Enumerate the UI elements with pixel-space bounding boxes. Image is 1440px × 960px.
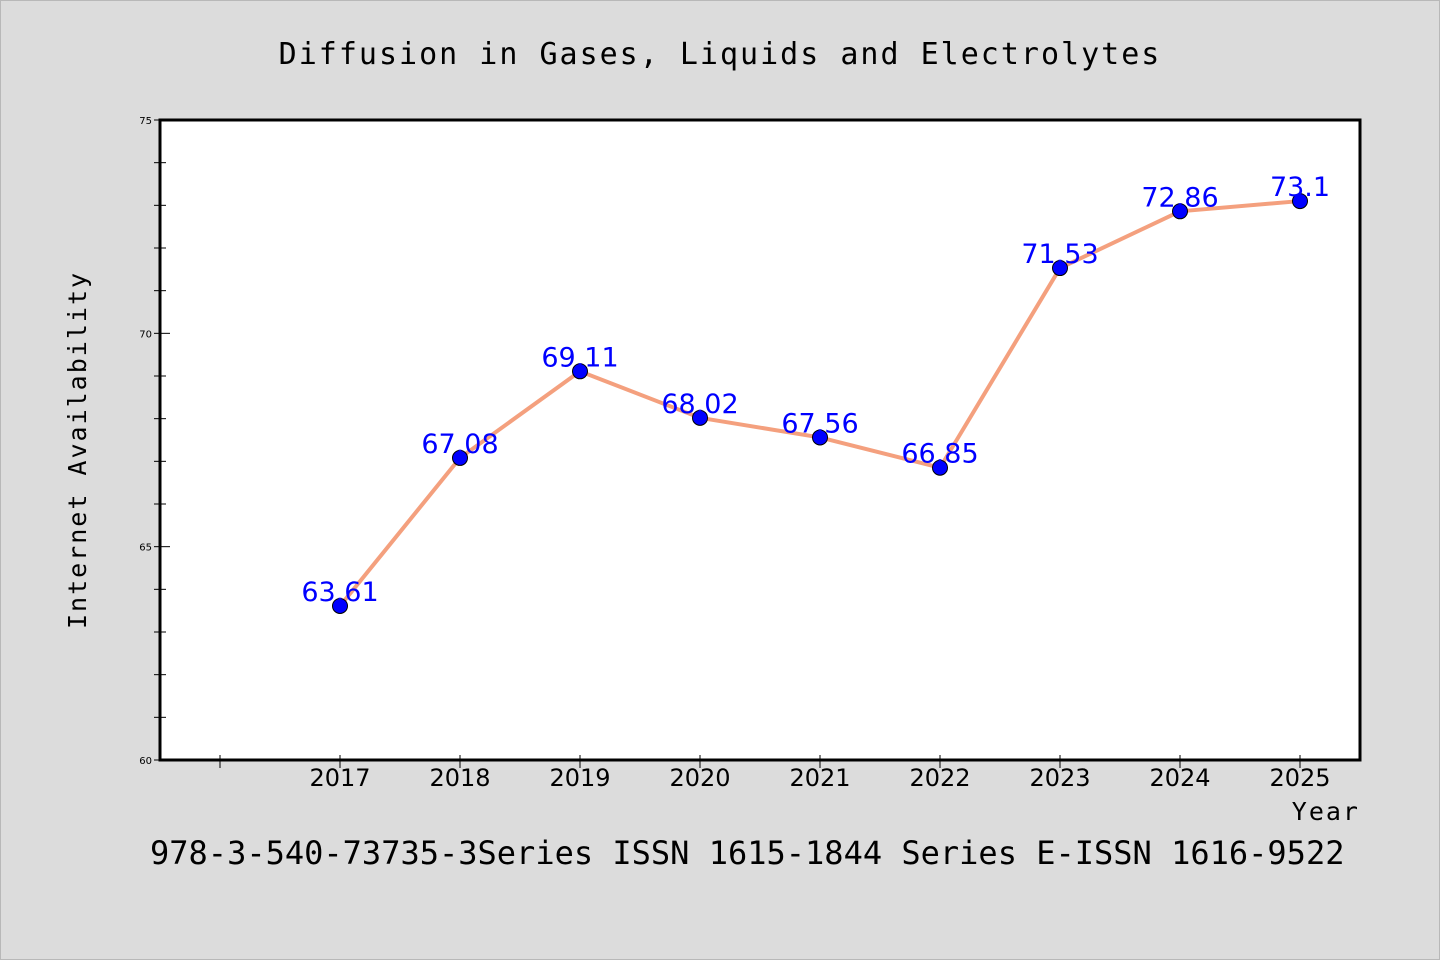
- x-tick-label: 2021: [789, 764, 850, 792]
- data-point-marker: [1052, 260, 1068, 277]
- chart-title: Diffusion in Gases, Liquids and Electrol…: [279, 37, 1162, 72]
- data-label: 67.08: [421, 429, 498, 460]
- data-point-marker: [692, 409, 708, 426]
- data-point-marker: [1172, 203, 1188, 220]
- y-tick-label: 70: [139, 329, 152, 340]
- data-label: 68.02: [661, 389, 738, 420]
- x-tick-label: 2023: [1029, 764, 1090, 792]
- data-point-marker: [812, 429, 828, 446]
- data-label: 66.85: [901, 439, 978, 470]
- y-tick-label: 65: [139, 543, 152, 554]
- data-point-marker: [1292, 193, 1308, 210]
- x-tick-label: 2024: [1149, 764, 1210, 792]
- data-point-marker: [932, 459, 948, 476]
- data-label: 72.86: [1141, 182, 1218, 213]
- x-axis: 2017 2018 2019 2020 2021 2022 2023 2024 2025: [219, 755, 1331, 792]
- x-tick-label: 2025: [1269, 764, 1330, 792]
- x-tick-label: 2019: [549, 764, 610, 792]
- x-tick-label: 2020: [669, 764, 730, 792]
- data-point-marker: [572, 363, 588, 380]
- x-tick-label: 2022: [909, 764, 970, 792]
- data-markers: [332, 193, 1308, 614]
- data-label: 63.61: [301, 577, 378, 608]
- data-label: 69.11: [541, 342, 618, 373]
- data-point-marker: [332, 597, 348, 614]
- data-point-marker: [452, 449, 468, 466]
- footer-isbn-text: 978-3-540-73735-3Series ISSN 1615-1844 S…: [150, 834, 1344, 872]
- plot-area: [160, 120, 1360, 760]
- data-label: 73.1: [1270, 172, 1330, 203]
- x-tick-label: 2018: [429, 764, 490, 792]
- y-axis-label: Internet Availability: [63, 271, 92, 629]
- x-tick-label: 2017: [309, 764, 370, 792]
- data-label: 67.56: [781, 408, 858, 439]
- plot-frame: [158, 118, 1362, 762]
- y-tick-label: 75: [139, 116, 152, 127]
- y-tick-label: 60: [139, 756, 152, 767]
- data-label: 71.53: [1021, 239, 1098, 270]
- data-labels: 63.61 67.08 69.11 68.02 67.56 66.85 71.53 72.86…: [301, 172, 1330, 608]
- x-axis-label: Year: [1292, 797, 1360, 826]
